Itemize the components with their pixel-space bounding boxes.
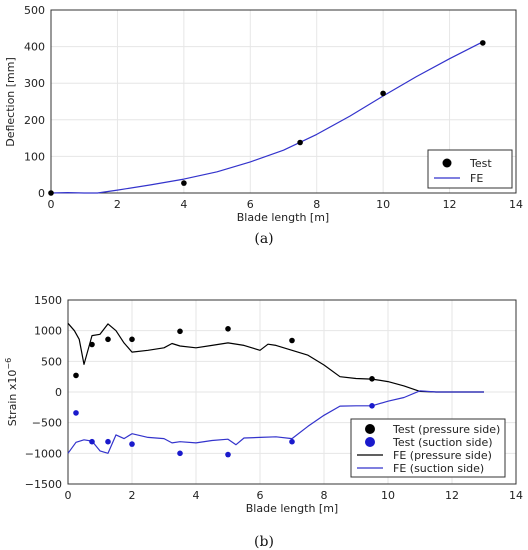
legend-label-test-pressure: Test (pressure side) bbox=[392, 423, 500, 436]
legend-label-fe-suction: FE (suction side) bbox=[393, 462, 484, 475]
data-point-test-pressure-side bbox=[177, 328, 183, 335]
data-point-test bbox=[380, 90, 386, 97]
x-tick-label: 14 bbox=[509, 489, 523, 502]
data-point-test-pressure-side bbox=[225, 326, 231, 332]
x-tick-label: 4 bbox=[180, 198, 187, 211]
legend: Test (pressure side) Test (suction side)… bbox=[350, 418, 506, 478]
y-tick-label: 1000 bbox=[34, 325, 62, 338]
y-tick-label: −500 bbox=[32, 417, 62, 430]
series-points bbox=[48, 40, 486, 196]
legend: Test FE bbox=[427, 149, 513, 189]
legend-label-test: Test bbox=[469, 157, 492, 170]
data-point-test-pressure-side bbox=[369, 376, 375, 382]
data-point-test-suction-side bbox=[369, 403, 375, 409]
x-tick-labels: 0 2 4 6 8 10 12 14 bbox=[65, 489, 524, 502]
series-lines bbox=[67, 322, 484, 454]
data-point-test-pressure-side bbox=[105, 336, 111, 343]
series-lines bbox=[50, 41, 484, 194]
data-point-test-suction-side bbox=[129, 441, 135, 447]
data-point-test-suction-side bbox=[177, 450, 183, 457]
data-point-test bbox=[297, 139, 303, 146]
data-point-test-suction-side bbox=[105, 438, 111, 445]
data-point-test-pressure-side bbox=[73, 372, 79, 379]
strain-chart: 1500 1000 500 0 −500 −1000 −1500 0 2 4 6 8 10 12 14 S… bbox=[4, 294, 523, 550]
legend-label-fe: FE bbox=[470, 172, 483, 185]
x-tick-label: 2 bbox=[129, 489, 136, 502]
legend-label-fe-pressure: FE (pressure side) bbox=[393, 449, 492, 462]
y-tick-label: 500 bbox=[41, 355, 62, 368]
y-tick-label: 400 bbox=[24, 41, 45, 54]
y-axis-label-exponent: −6 bbox=[4, 358, 13, 370]
y-tick-labels: 0 100 200 300 400 500 bbox=[24, 4, 45, 200]
x-tick-label: 12 bbox=[443, 198, 457, 211]
x-axis-label: Blade length [m] bbox=[246, 502, 338, 515]
y-tick-label: −1000 bbox=[25, 447, 62, 460]
series-line-fe bbox=[50, 41, 484, 194]
y-tick-label: 0 bbox=[55, 386, 62, 399]
x-tick-label: 6 bbox=[247, 198, 254, 211]
caption-a: (a) bbox=[254, 231, 273, 247]
y-tick-label: 100 bbox=[24, 150, 45, 163]
x-tick-label: 2 bbox=[114, 198, 121, 211]
x-tick-label: 0 bbox=[65, 489, 72, 502]
x-tick-labels: 0 2 4 6 8 10 12 14 bbox=[48, 198, 524, 211]
y-tick-label: −1500 bbox=[25, 478, 62, 491]
x-tick-label: 8 bbox=[321, 489, 328, 502]
legend-marker-test bbox=[442, 158, 452, 168]
data-point-test bbox=[48, 190, 54, 196]
data-point-test bbox=[181, 180, 187, 186]
plot-frame bbox=[67, 299, 517, 485]
legend-box bbox=[427, 149, 513, 189]
data-point-test-suction-side bbox=[225, 451, 231, 458]
deflection-chart: 0 100 200 300 400 500 0 2 4 6 8 10 12 14 Deflection … bbox=[4, 4, 523, 247]
data-point-test-pressure-side bbox=[129, 336, 135, 343]
y-tick-label: 500 bbox=[24, 4, 45, 17]
y-axis-label: Strain x10−6 bbox=[4, 358, 19, 426]
x-tick-label: 8 bbox=[313, 198, 320, 211]
y-tick-label: 200 bbox=[24, 114, 45, 127]
legend-marker-test-pressure bbox=[365, 424, 375, 434]
data-point-test-suction-side bbox=[73, 410, 79, 416]
x-tick-label: 10 bbox=[376, 198, 390, 211]
x-tick-label: 6 bbox=[257, 489, 264, 502]
data-point-test-suction-side bbox=[89, 438, 95, 445]
series-points bbox=[73, 326, 375, 458]
legend-box bbox=[350, 418, 506, 478]
x-tick-label: 10 bbox=[381, 489, 395, 502]
x-tick-label: 4 bbox=[193, 489, 200, 502]
legend-label-test-suction: Test (suction side) bbox=[392, 436, 493, 449]
series-line-fe-suction-side bbox=[67, 390, 484, 454]
y-tick-labels: 1500 1000 500 0 −500 −1000 −1500 bbox=[25, 294, 62, 491]
data-point-test bbox=[480, 40, 486, 46]
grid bbox=[51, 10, 516, 193]
data-point-test-suction-side bbox=[289, 438, 295, 445]
series-line-fe-pressure-side bbox=[67, 322, 484, 393]
y-axis-label-base: Strain x10 bbox=[6, 370, 19, 427]
plot-frame bbox=[50, 9, 517, 194]
data-point-test-pressure-side bbox=[89, 341, 95, 348]
x-tick-label: 12 bbox=[445, 489, 459, 502]
y-axis-label: Deflection [mm] bbox=[4, 57, 17, 147]
x-tick-label: 0 bbox=[48, 198, 55, 211]
y-tick-label: 1500 bbox=[34, 294, 62, 307]
y-tick-label: 300 bbox=[24, 77, 45, 90]
x-tick-label: 14 bbox=[509, 198, 523, 211]
y-tick-label: 0 bbox=[38, 187, 45, 200]
data-point-test-pressure-side bbox=[289, 337, 295, 344]
x-axis-label: Blade length [m] bbox=[237, 211, 329, 224]
caption-b: (b) bbox=[254, 534, 274, 550]
legend-marker-test-suction bbox=[365, 437, 375, 447]
